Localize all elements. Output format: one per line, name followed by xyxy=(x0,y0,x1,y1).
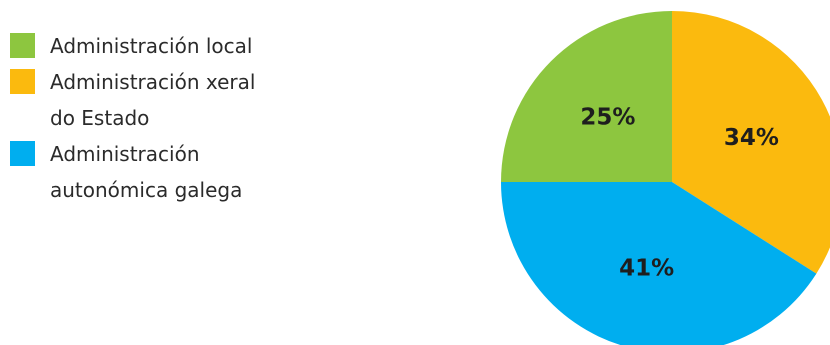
pie-slice-local xyxy=(501,11,672,182)
legend-label-autonomica: Administración autonómica galega xyxy=(50,142,243,202)
legend-label-local: Administración local xyxy=(50,34,253,58)
legend-swatch-autonomica xyxy=(10,141,35,166)
slice-label-xeral: 34% xyxy=(724,125,779,151)
pie-slice-autonomica xyxy=(501,182,817,345)
legend-swatch-xeral xyxy=(10,69,35,94)
pie-slice-xeral xyxy=(672,11,830,274)
legend-item-xeral: Administración xeral do Estado xyxy=(10,64,310,136)
legend-swatch-local xyxy=(10,33,35,58)
slice-label-autonomica: 41% xyxy=(619,256,674,282)
chart-legend: Administración local Administración xera… xyxy=(10,28,310,208)
legend-item-autonomica: Administración autonómica galega xyxy=(10,136,310,208)
slice-label-local: 25% xyxy=(580,104,635,130)
legend-label-xeral: Administración xeral do Estado xyxy=(50,70,256,130)
legend-item-local: Administración local xyxy=(10,28,310,64)
